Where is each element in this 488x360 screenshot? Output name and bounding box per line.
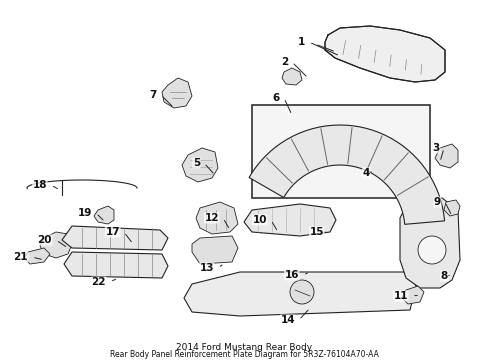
Text: 16: 16 bbox=[284, 270, 298, 280]
Text: 4: 4 bbox=[362, 168, 369, 178]
Polygon shape bbox=[434, 144, 457, 168]
Polygon shape bbox=[325, 26, 444, 82]
Polygon shape bbox=[401, 286, 423, 304]
Text: 15: 15 bbox=[309, 227, 324, 237]
Text: 10: 10 bbox=[252, 215, 266, 225]
Text: 1: 1 bbox=[297, 37, 305, 47]
Polygon shape bbox=[182, 148, 218, 182]
Text: 2014 Ford Mustang Rear Body: 2014 Ford Mustang Rear Body bbox=[176, 343, 312, 352]
Polygon shape bbox=[282, 68, 302, 85]
Text: 3: 3 bbox=[432, 143, 439, 153]
Text: 21: 21 bbox=[14, 252, 28, 262]
Text: 13: 13 bbox=[199, 263, 214, 273]
Text: 17: 17 bbox=[105, 227, 120, 237]
Text: 14: 14 bbox=[280, 315, 294, 325]
Text: 7: 7 bbox=[149, 90, 157, 100]
Text: 19: 19 bbox=[78, 208, 92, 218]
Text: 18: 18 bbox=[32, 180, 47, 190]
Polygon shape bbox=[24, 248, 50, 264]
Circle shape bbox=[417, 236, 445, 264]
Text: Rear Body Panel Reinforcement Plate Diagram for 5R3Z-76104A70-AA: Rear Body Panel Reinforcement Plate Diag… bbox=[110, 350, 378, 359]
Text: 11: 11 bbox=[393, 291, 407, 301]
Polygon shape bbox=[244, 204, 335, 236]
Bar bbox=[251, 105, 429, 198]
Text: 12: 12 bbox=[204, 213, 219, 223]
Polygon shape bbox=[64, 252, 168, 278]
Polygon shape bbox=[192, 236, 238, 264]
Polygon shape bbox=[196, 202, 238, 234]
Polygon shape bbox=[248, 125, 444, 224]
Polygon shape bbox=[162, 78, 192, 108]
Polygon shape bbox=[94, 206, 114, 224]
Polygon shape bbox=[40, 232, 72, 258]
Polygon shape bbox=[443, 200, 459, 216]
Text: 5: 5 bbox=[192, 158, 200, 168]
Polygon shape bbox=[62, 226, 168, 250]
Text: 8: 8 bbox=[440, 271, 447, 281]
Text: 20: 20 bbox=[38, 235, 52, 245]
Polygon shape bbox=[183, 272, 415, 316]
Text: 9: 9 bbox=[433, 197, 440, 207]
Circle shape bbox=[289, 280, 313, 304]
Text: 22: 22 bbox=[91, 277, 106, 287]
Text: 2: 2 bbox=[280, 57, 287, 67]
Polygon shape bbox=[399, 198, 459, 288]
Text: 6: 6 bbox=[272, 93, 280, 103]
